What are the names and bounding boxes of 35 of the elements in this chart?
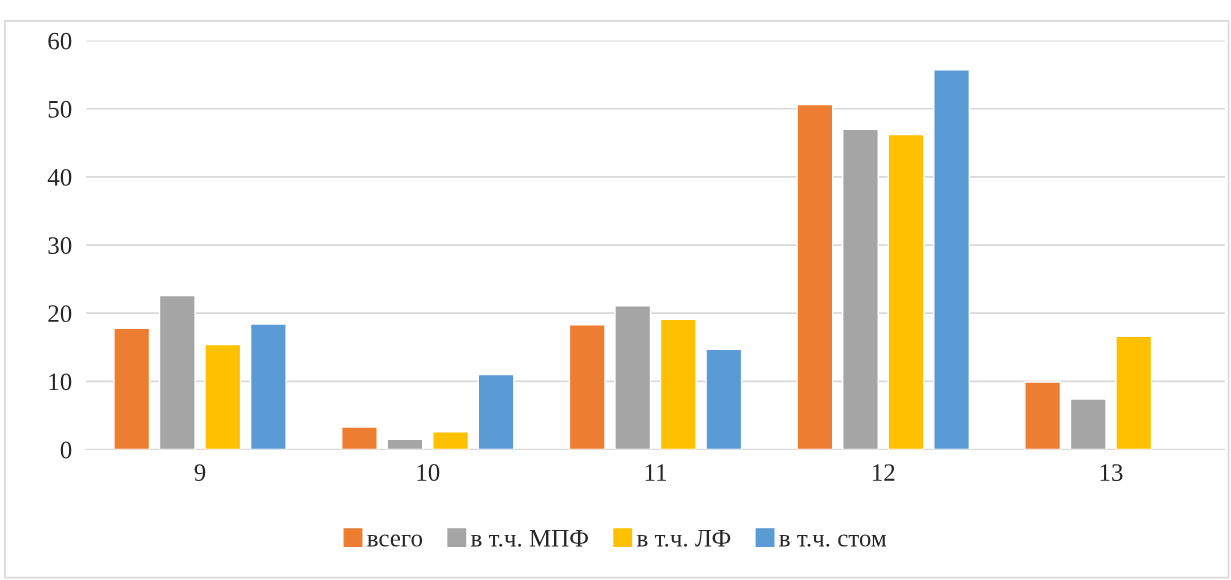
bar (659, 318, 697, 450)
bar (386, 438, 424, 450)
bar (1024, 381, 1062, 450)
bar (1069, 398, 1107, 450)
y-tick-label: 60 (48, 32, 72, 50)
bar (340, 426, 378, 450)
x-tick-label: 11 (645, 464, 667, 481)
bar (249, 323, 287, 450)
y-tick-label: 40 (47, 168, 72, 186)
bar (568, 324, 606, 450)
x-tick-label: 10 (417, 464, 440, 481)
x-tick-label: 9 (194, 464, 206, 481)
legend-label: в т.ч. ЛФ (636, 530, 731, 547)
bar (477, 373, 515, 450)
legend-label: всего (367, 534, 423, 547)
bar (933, 69, 971, 450)
y-tick-label: 50 (48, 100, 72, 118)
y-tick-label: 10 (49, 373, 72, 391)
bar (614, 305, 652, 450)
bar (204, 343, 242, 450)
legend-label: в т.ч. стом (779, 534, 887, 547)
bar (432, 431, 470, 450)
bar (796, 103, 834, 450)
bar (887, 133, 925, 450)
bar (113, 327, 151, 450)
x-tick-label: 12 (872, 464, 895, 481)
bar (158, 294, 196, 450)
y-tick-label: 20 (48, 305, 72, 323)
bar (842, 128, 879, 450)
bar (705, 348, 743, 450)
legend-label: в т.ч. МПФ (470, 530, 588, 547)
y-tick-label: 30 (48, 237, 72, 254)
x-tick-label: 13 (1100, 464, 1123, 481)
bar (1115, 335, 1153, 450)
y-tick-label: 0 (60, 441, 72, 459)
